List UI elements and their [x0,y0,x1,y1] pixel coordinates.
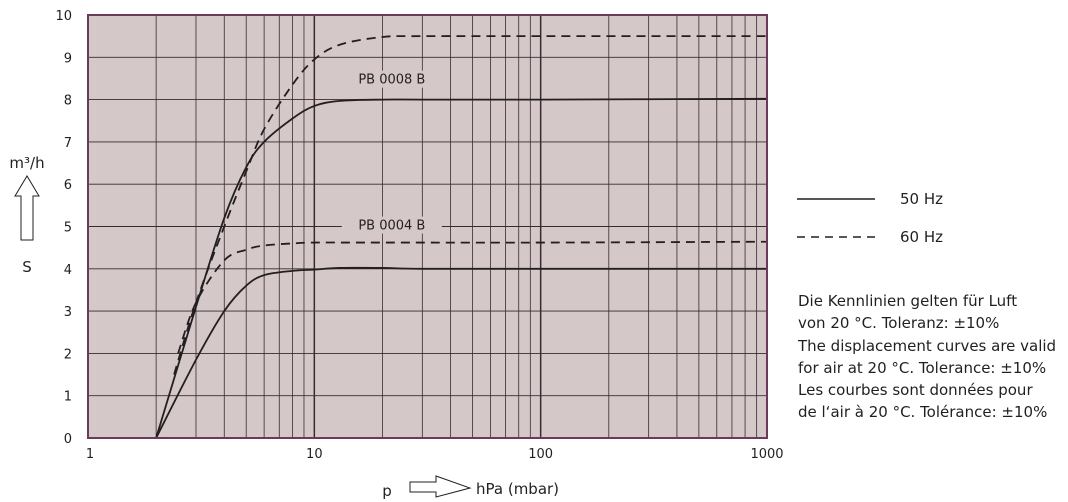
series-line-1 [173,35,767,375]
y-tick-label: 2 [64,347,72,362]
plot-frame [87,14,768,439]
y-axis-symbol: S [22,258,32,276]
x-axis-prefix: p [382,482,392,500]
legend-label-50hz: 50 Hz [900,190,943,208]
x-tick-label: 1000 [750,447,783,462]
y-tick-label: 0 [64,432,72,447]
y-axis-unit: m³/h [9,154,44,172]
y-tick-label: 9 [64,51,72,66]
curve-label: PB 0004 B [358,219,425,234]
legend-label-60hz: 60 Hz [900,228,943,246]
validity-note: Die Kennlinien gelten für Luft von 20 °C… [798,292,1057,422]
y-tick-label: 5 [64,221,72,236]
curve-label-bg [341,70,442,88]
series-line-0 [155,97,768,439]
curve-label-bg [341,216,442,234]
y-tick-label: 6 [64,178,72,193]
x-tick-label: 10 [306,447,323,462]
curve-label: PB 0008 B [358,73,425,88]
y-tick-label: 10 [55,9,72,24]
series-line-3 [177,240,768,354]
y-tick-label: 3 [64,305,72,320]
y-tick-label: 4 [64,263,72,278]
y-tick-label: 1 [64,390,72,405]
x-tick-label: 1 [86,447,94,462]
x-tick-label: 100 [528,447,553,462]
x-axis-right-arrow-icon [409,475,472,498]
y-tick-label: 8 [64,94,72,109]
y-axis-up-arrow-icon [14,175,40,241]
series-line-2 [155,266,767,439]
y-tick-label: 7 [64,136,72,151]
x-axis-label: hPa (mbar) [476,480,559,498]
